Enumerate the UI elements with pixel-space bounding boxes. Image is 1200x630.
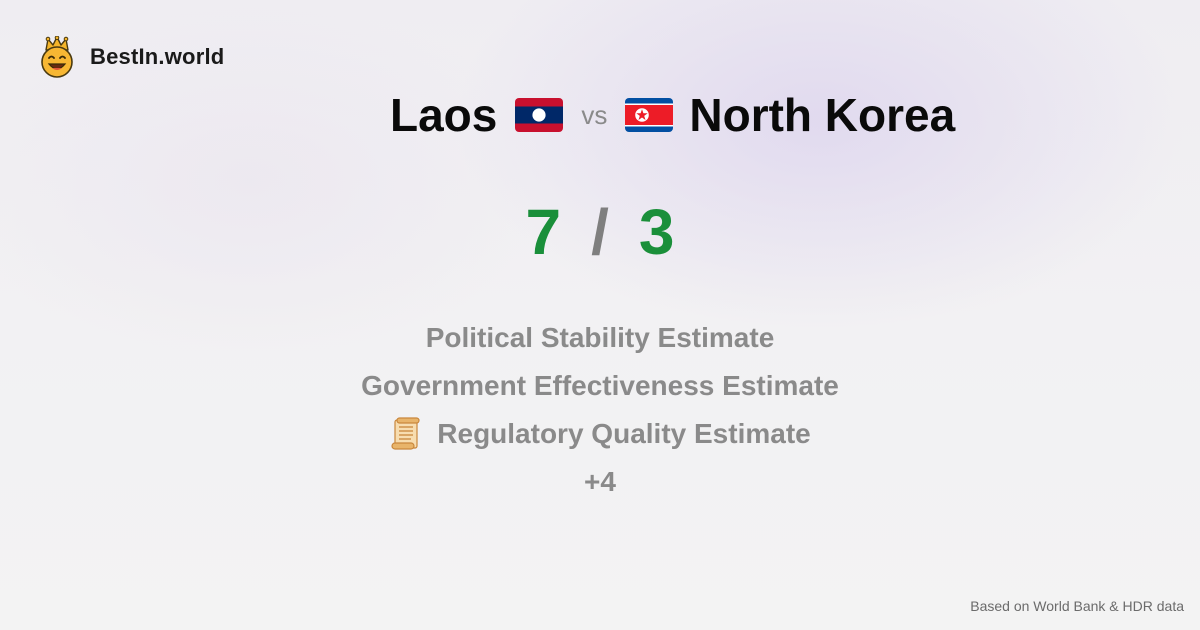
metric-label: Political Stability Estimate [425, 322, 775, 353]
metric-label: Regulatory Quality Estimate [437, 418, 811, 449]
more-metrics-count[interactable]: +4 [584, 466, 616, 497]
metric-item: Political Stability Estimate [0, 314, 1200, 362]
crown-smiley-icon [41, 36, 73, 78]
metric-item: Government Effectiveness Estimate [0, 362, 1200, 410]
laos-flag-icon [515, 98, 564, 132]
data-source-note: Based on World Bank & HDR data [970, 598, 1184, 614]
brand-name: BestIn.world [90, 44, 225, 69]
comparison-title: Laos vs North Korea [390, 88, 955, 142]
brand-header[interactable]: BestIn.world [38, 36, 224, 78]
score-separator: / [591, 196, 609, 268]
metric-item: Regulatory Quality Estimate [0, 410, 1200, 458]
vs-label: vs [581, 99, 608, 130]
score-a: 7 [525, 196, 562, 268]
north-korea-flag-icon [625, 98, 674, 132]
country-a-name: Laos [390, 89, 498, 141]
metric-label: Government Effectiveness Estimate [361, 370, 839, 401]
scroll-icon [391, 417, 420, 450]
country-b-name: North Korea [689, 89, 956, 141]
score-display: 7 / 3 [0, 194, 1200, 270]
metric-list: Political Stability Estimate Government … [0, 314, 1200, 506]
score-b: 3 [638, 196, 675, 268]
